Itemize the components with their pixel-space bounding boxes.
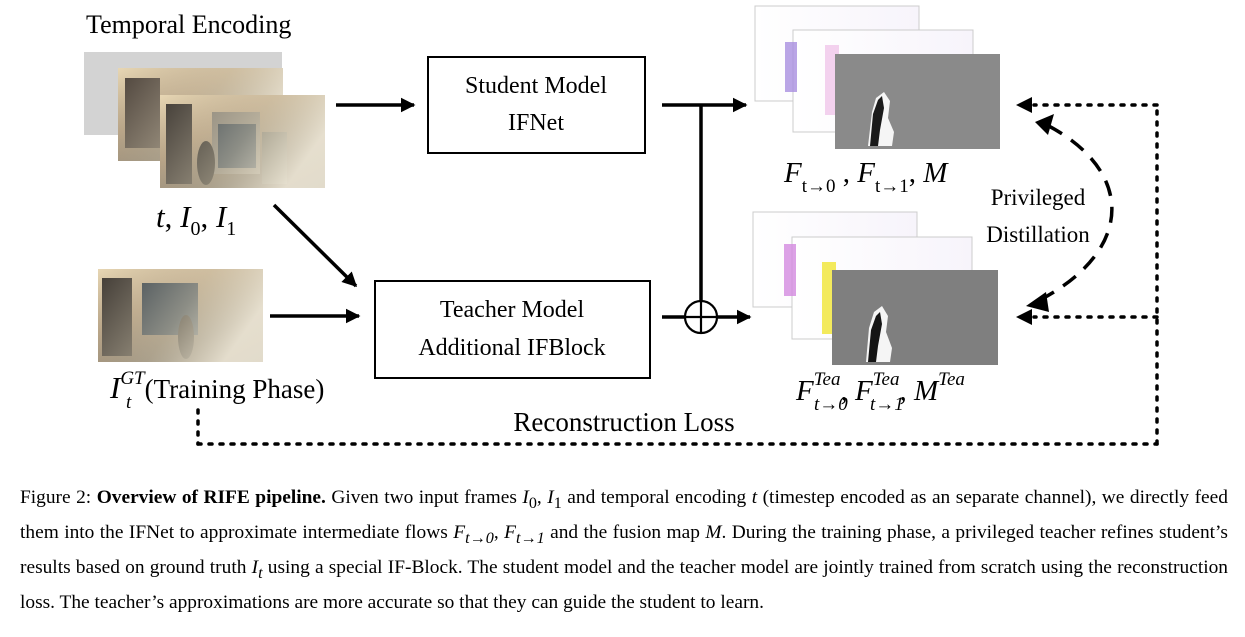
input-frame-i1 [160,95,325,188]
math-f1: F [504,521,516,543]
math-it: I [251,556,259,578]
teacher-model-box [374,280,651,379]
figure-caption: Figure 2: Overview of RIFE pipeline. Giv… [20,487,1228,613]
teacher-output-label: FTea, FTea, MTea [795,369,965,407]
distillation-label: Distillation [986,222,1090,247]
fusion-map-teacher [832,270,998,365]
teacher-model-title: Teacher Model [440,297,585,323]
math-i0-sub: 0 [528,494,537,512]
caption-text-1: Given two input frames [331,487,517,508]
math-i0: I [522,487,529,508]
ground-truth-label: IGT(Training Phase) [109,368,324,405]
privileged-label: Privileged [991,185,1086,210]
privileged-distillation-arrow [1039,122,1114,302]
flow-blob-teacher [784,244,796,296]
loss-arrowhead-top [1016,97,1032,113]
student-model-box [427,56,646,154]
distillation-arrowhead-bottom [1026,292,1049,312]
figure-label: Figure 2: [20,487,92,508]
fusion-map-student [835,54,1000,149]
caption-text-2: and temporal encoding [567,487,747,508]
arrow-input-to-teacher [272,203,358,288]
reconstruction-loss-label: Reconstruction Loss [513,407,734,437]
temporal-encoding-label: Temporal Encoding [86,10,291,39]
math-f1-sub: t→1 [515,529,545,547]
teacher-model-name: Additional IFBlock [418,335,605,361]
arrows [270,97,752,325]
input-frames-stack [84,52,325,188]
teacher-output-sub0: t→0 [814,394,848,415]
math-m: M [705,521,722,543]
loss-arrowhead-bottom [1016,309,1032,325]
student-model-name: IFNet [508,110,564,136]
teacher-output-sub1: t→1 [870,394,904,415]
reconstruction-loss-loop [196,103,1159,446]
student-model-title: Student Model [465,73,607,99]
figure-title: Overview of RIFE pipeline. [96,487,326,508]
caption-text-5: . During the training phase, a privilege… [20,521,1228,578]
distillation-arrowhead-top [1035,114,1054,135]
flow-blob-student [785,42,797,92]
rife-pipeline-diagram: Temporal Encoding t, I0, I1 IGT( [84,5,1159,446]
student-output-label: Ft→0 , Ft→1, M [783,157,949,197]
student-output-stack [754,5,1000,149]
math-i1-sub: 1 [553,494,562,512]
caption-text-4: and the fusion map [550,521,700,543]
math-f0-sub: t→0 [465,529,494,547]
adder-symbol [683,299,719,335]
ground-truth-label-sub: t [126,392,132,413]
math-f0: F [453,521,466,543]
input-label: t, I0, I1 [156,199,236,240]
caption-text-3: (timestep encoded as an separate channel… [20,487,1228,543]
math-it-sub: t [258,564,263,582]
caption-text-6: using a special IF-Block. The student mo… [20,556,1228,613]
math-t: t [751,487,758,508]
teacher-output-stack [752,211,998,365]
math-i1: I [547,487,554,508]
ground-truth-frame [98,269,263,362]
